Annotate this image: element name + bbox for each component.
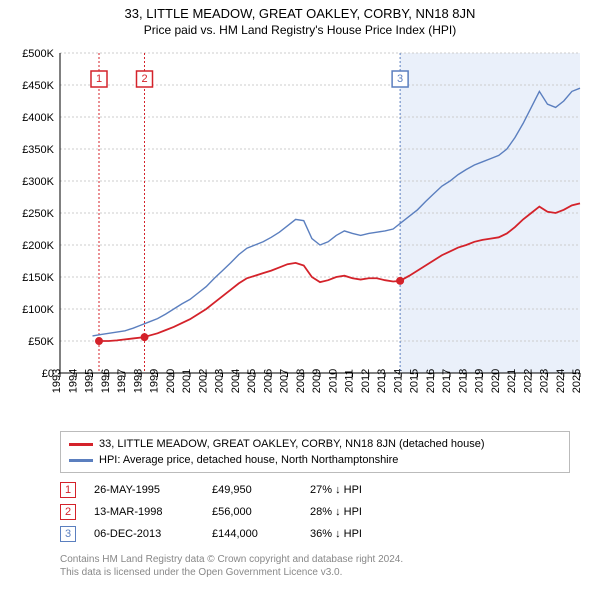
svg-text:1994: 1994 xyxy=(67,369,79,393)
transaction-price: £49,950 xyxy=(212,484,292,496)
legend-swatch-hpi xyxy=(69,459,93,462)
svg-text:2023: 2023 xyxy=(539,369,551,393)
footer-line1: Contains HM Land Registry data © Crown c… xyxy=(60,553,570,566)
svg-text:£450K: £450K xyxy=(22,80,54,92)
svg-text:£300K: £300K xyxy=(22,176,54,188)
svg-text:1999: 1999 xyxy=(149,369,161,393)
transaction-hpi: 36% ↓ HPI xyxy=(310,528,400,540)
svg-text:£100K: £100K xyxy=(22,304,54,316)
legend-row-price-paid: 33, LITTLE MEADOW, GREAT OAKLEY, CORBY, … xyxy=(69,436,561,452)
svg-text:2024: 2024 xyxy=(555,369,567,393)
svg-text:2025: 2025 xyxy=(571,369,583,393)
chart-container: 33, LITTLE MEADOW, GREAT OAKLEY, CORBY, … xyxy=(0,0,600,590)
svg-text:3: 3 xyxy=(397,73,403,85)
svg-text:2016: 2016 xyxy=(425,369,437,393)
transaction-price: £144,000 xyxy=(212,528,292,540)
chart-svg: £0£50K£100K£150K£200K£250K£300K£350K£400… xyxy=(10,43,590,423)
svg-text:1993: 1993 xyxy=(51,369,63,393)
svg-text:£500K: £500K xyxy=(22,48,54,60)
svg-text:2009: 2009 xyxy=(311,369,323,393)
svg-text:2000: 2000 xyxy=(165,369,177,393)
svg-text:2015: 2015 xyxy=(409,369,421,393)
svg-text:1996: 1996 xyxy=(100,369,112,393)
svg-text:2014: 2014 xyxy=(392,369,404,393)
legend: 33, LITTLE MEADOW, GREAT OAKLEY, CORBY, … xyxy=(60,431,570,473)
footer-line2: This data is licensed under the Open Gov… xyxy=(60,566,570,579)
svg-text:2002: 2002 xyxy=(197,369,209,393)
svg-text:2003: 2003 xyxy=(214,369,226,393)
svg-text:2021: 2021 xyxy=(506,369,518,393)
transaction-hpi: 28% ↓ HPI xyxy=(310,506,400,518)
svg-text:£50K: £50K xyxy=(28,336,54,348)
svg-text:£250K: £250K xyxy=(22,208,54,220)
svg-text:1997: 1997 xyxy=(116,369,128,393)
svg-text:2022: 2022 xyxy=(522,369,534,393)
transaction-marker-box: 2 xyxy=(60,504,76,520)
legend-label-hpi: HPI: Average price, detached house, Nort… xyxy=(99,452,398,468)
svg-text:£150K: £150K xyxy=(22,272,54,284)
svg-text:2006: 2006 xyxy=(262,369,274,393)
svg-text:2008: 2008 xyxy=(295,369,307,393)
svg-text:2010: 2010 xyxy=(327,369,339,393)
transaction-price: £56,000 xyxy=(212,506,292,518)
transaction-hpi: 27% ↓ HPI xyxy=(310,484,400,496)
transaction-row: 2 13-MAR-1998 £56,000 28% ↓ HPI xyxy=(60,501,570,523)
title-address: 33, LITTLE MEADOW, GREAT OAKLEY, CORBY, … xyxy=(0,6,600,21)
svg-text:£400K: £400K xyxy=(22,112,54,124)
transaction-marker-box: 3 xyxy=(60,526,76,542)
transaction-date: 26-MAY-1995 xyxy=(94,484,194,496)
svg-text:2012: 2012 xyxy=(360,369,372,393)
svg-text:2018: 2018 xyxy=(457,369,469,393)
svg-text:£350K: £350K xyxy=(22,144,54,156)
legend-row-hpi: HPI: Average price, detached house, Nort… xyxy=(69,452,561,468)
svg-text:2017: 2017 xyxy=(441,369,453,393)
svg-text:2013: 2013 xyxy=(376,369,388,393)
transactions-table: 1 26-MAY-1995 £49,950 27% ↓ HPI 2 13-MAR-1998… xyxy=(60,479,570,545)
transaction-date: 06-DEC-2013 xyxy=(94,528,194,540)
svg-text:2001: 2001 xyxy=(181,369,193,393)
svg-text:1995: 1995 xyxy=(84,369,96,393)
chart-area: £0£50K£100K£150K£200K£250K£300K£350K£400… xyxy=(10,43,590,423)
svg-text:2: 2 xyxy=(141,73,147,85)
title-subtitle: Price paid vs. HM Land Registry's House … xyxy=(0,23,600,37)
transaction-marker-box: 1 xyxy=(60,482,76,498)
svg-text:2020: 2020 xyxy=(490,369,502,393)
transaction-row: 3 06-DEC-2013 £144,000 36% ↓ HPI xyxy=(60,523,570,545)
svg-text:2019: 2019 xyxy=(474,369,486,393)
transaction-row: 1 26-MAY-1995 £49,950 27% ↓ HPI xyxy=(60,479,570,501)
legend-label-price-paid: 33, LITTLE MEADOW, GREAT OAKLEY, CORBY, … xyxy=(99,436,485,452)
svg-text:1998: 1998 xyxy=(132,369,144,393)
svg-text:£200K: £200K xyxy=(22,240,54,252)
svg-text:1: 1 xyxy=(96,73,102,85)
footer: Contains HM Land Registry data © Crown c… xyxy=(60,553,570,579)
titles-block: 33, LITTLE MEADOW, GREAT OAKLEY, CORBY, … xyxy=(0,0,600,37)
legend-swatch-price-paid xyxy=(69,443,93,446)
transaction-date: 13-MAR-1998 xyxy=(94,506,194,518)
svg-text:2004: 2004 xyxy=(230,369,242,393)
svg-text:2007: 2007 xyxy=(279,369,291,393)
svg-text:2005: 2005 xyxy=(246,369,258,393)
